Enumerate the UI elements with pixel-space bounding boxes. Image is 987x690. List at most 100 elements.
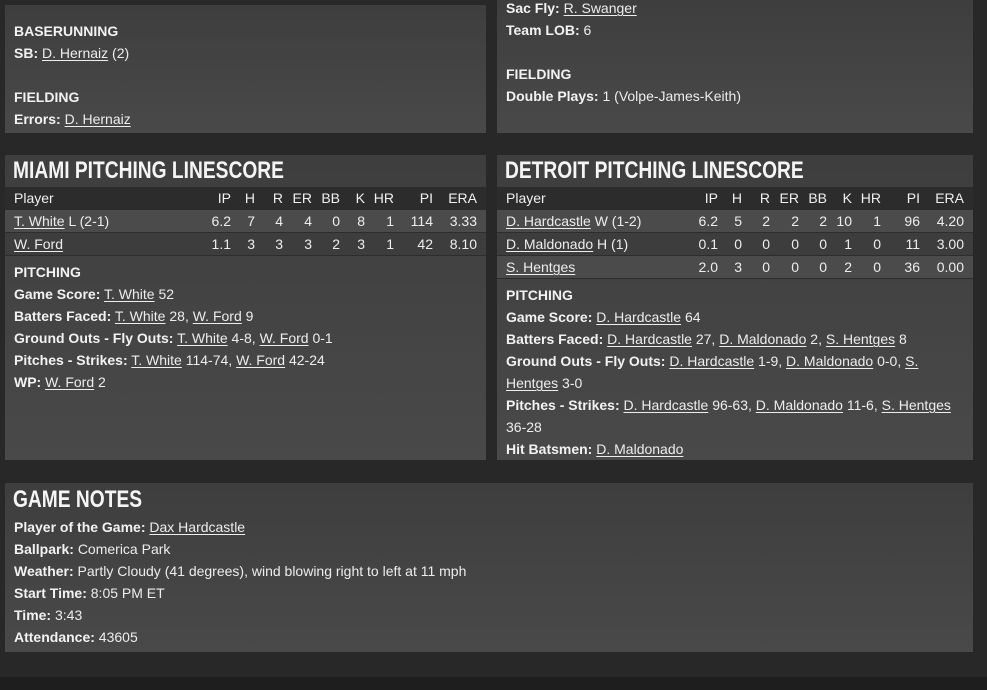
panel-title-text: GAME NOTES [13,486,143,513]
player-link[interactable]: D. Maldonado [755,397,843,413]
stat-cell: 36 [904,259,920,275]
column-header: ERA [935,190,964,206]
player-link[interactable]: T. White [131,352,182,368]
column-header: BB [808,190,827,206]
stat-cell: 2 [819,213,827,229]
stolen-bases-count: (2) [112,45,130,61]
stat-label: Batters Faced: [14,308,112,324]
pitching-stat-line: Ground Outs - Fly Outs: T. White 4-8, W.… [14,330,333,346]
pitcher-cell: S. Hentges [506,256,678,278]
player-link[interactable]: D. Hardcastle [607,331,692,347]
player-link[interactable]: D. Maldonado [506,236,594,252]
spacer [5,64,486,86]
pitching-stat-line: Batters Faced: D. Hardcastle 27, D. Mald… [506,331,907,347]
panel-title: DETROIT PITCHING LINESCORE [497,155,973,187]
pitching-stat-line: Game Score: D. Hardcastle 64 [506,309,701,325]
stat-label: Game Score: [14,286,101,302]
errors-label: Errors: [14,111,61,127]
ballpark-label: Ballpark: [14,541,74,557]
player-link[interactable]: T. White [177,330,228,346]
miami-baserunning-fielding-panel: BASERUNNING SB: D. Hernaiz (2) FIELDING … [5,5,486,133]
stat-cell: 10 [836,213,852,229]
player-link[interactable]: D. Maldonado [786,353,874,369]
team-lob-value: 6 [583,22,592,38]
team-lob-line: Team LOB: 6 [497,19,973,41]
stat-cell: 1 [873,213,881,229]
stat-cell: 0 [791,236,799,252]
player-link[interactable]: D. Hardcastle [669,353,755,369]
stat-cell: 2 [791,213,799,229]
column-header: IP [217,190,231,206]
player-link[interactable]: T. White [114,308,166,324]
stat-cell: 0 [762,259,770,275]
ballpark-line: Ballpark: Comerica Park [5,538,973,560]
stat-cell: 6.2 [698,213,718,229]
fielding-section-header: FIELDING [506,66,572,82]
pitching-stat-line: Game Score: T. White 52 [14,286,175,302]
player-link[interactable]: R. Swanger [563,0,637,16]
team-lob-label: Team LOB: [506,22,580,38]
stat-cell: 2.0 [698,259,718,275]
attendance-label: Attendance: [14,629,95,645]
stat-cell: 2 [332,236,340,252]
stat-label: Pitches - Strikes: [14,352,128,368]
start-time-label: Start Time: [14,585,87,601]
player-link[interactable]: W. Ford [192,308,242,324]
player-link[interactable]: Dax Hardcastle [149,519,246,535]
player-link[interactable]: D. Hardcastle [506,213,591,229]
stat-cell: 0.1 [698,236,718,252]
double-plays-label: Double Plays: [506,88,599,104]
column-header: IP [704,190,718,206]
player-link[interactable]: S. Hentges [506,259,576,275]
player-link[interactable]: D. Hernaiz [42,45,109,61]
stat-cell: 3.33 [449,213,477,229]
game-time-value: 3:43 [54,607,83,623]
stat-cell: 0 [819,259,827,275]
stolen-bases-label: SB: [14,45,39,61]
player-link[interactable]: W. Ford [45,374,95,390]
column-header: Player [506,190,546,206]
player-link[interactable]: T. White [14,213,65,229]
pitcher-row: D. Hardcastle W (1-2) 6.2 5 2 2 2 10 1 96 4.20 [497,210,973,233]
stat-cell: 2 [762,213,770,229]
pitcher-row: D. Maldonado H (1) 0.1 0 0 0 0 1 0 11 3.00 [497,233,973,256]
stat-cell: 4 [275,213,283,229]
stat-cell: 1 [386,213,394,229]
pitching-stat-line: WP: W. Ford 2 [14,374,106,390]
stat-cell: 0 [734,236,742,252]
player-link[interactable]: D. Hernaiz [64,111,131,127]
attendance-line: Attendance: 43605 [5,626,973,648]
pitching-section-header: PITCHING [506,287,573,303]
pitcher-row: W. Ford 1.1 3 3 3 2 3 1 42 8.10 [5,233,486,256]
sac-fly-line: Sac Fly: R. Swanger [497,0,973,19]
miami-pitching-details: Game Score: T. White 52 Batters Faced: T.… [5,283,486,393]
column-header: ERA [448,190,477,206]
miami-pitching-linescore-panel: MIAMI PITCHING LINESCORE Player IP H R ER BB K… [5,155,486,460]
column-header: Player [14,190,54,206]
double-plays-value: 1 (Volpe-James-Keith) [602,88,741,104]
player-link[interactable]: W. Ford [259,330,309,346]
stat-label: Pitches - Strikes: [506,397,620,413]
player-link[interactable]: S. Hentges [825,331,896,347]
player-link[interactable]: W. Ford [14,236,64,252]
player-link[interactable]: D. Hardcastle [623,397,709,413]
player-link[interactable]: S. Hentges [881,397,951,413]
player-link[interactable]: D. Hardcastle [596,309,682,325]
stat-cell: 0 [819,236,827,252]
player-link[interactable]: D. Maldonado [719,331,807,347]
stat-cell: 2 [844,259,852,275]
stat-label: Hit Batsmen: [506,441,593,457]
stat-cell: 5 [734,213,742,229]
detroit-linescore-table: Player IP H R ER BB K HR PI ERA D. Hardcastle W (1… [497,187,973,279]
weather-label: Weather: [14,563,74,579]
stat-cell: 4 [304,213,312,229]
player-link[interactable]: D. Maldonado [596,441,684,457]
column-header: H [731,190,742,206]
panel-title-text: MIAMI PITCHING LINESCORE [13,157,284,184]
player-link[interactable]: S. Hentges [506,353,919,391]
baserunning-section-header: BASERUNNING [14,23,119,39]
double-plays-line: Double Plays: 1 (Volpe-James-Keith) [497,85,973,107]
player-link[interactable]: W. Ford [236,352,286,368]
stat-cell: 3.00 [936,236,964,252]
player-link[interactable]: T. White [104,286,155,302]
